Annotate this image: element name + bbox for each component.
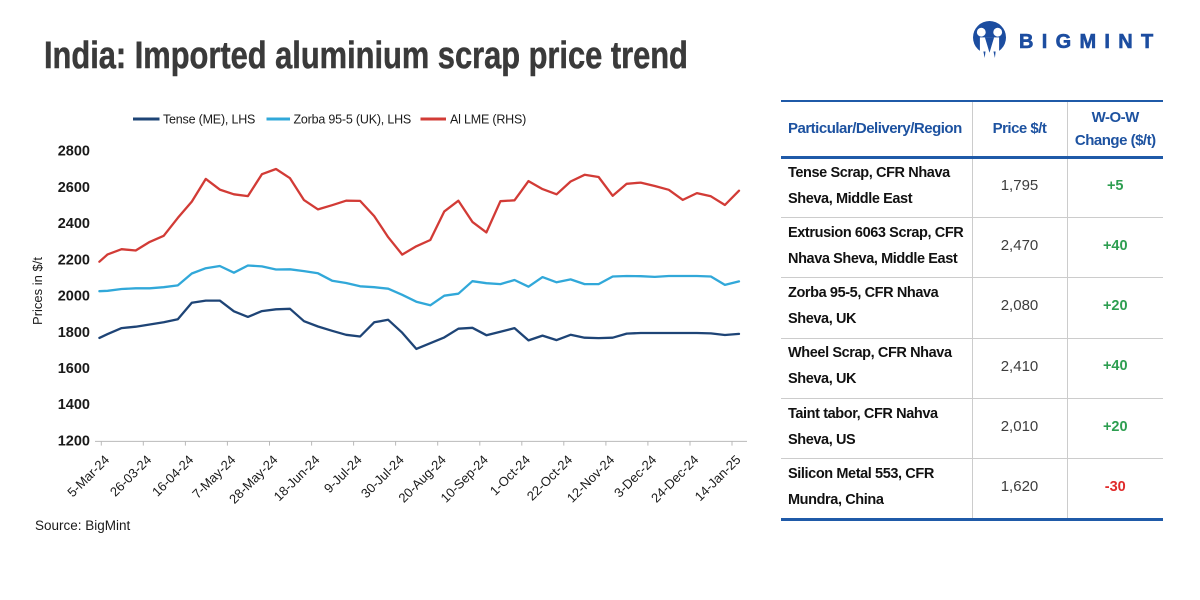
svg-text:2200: 2200 (58, 252, 90, 268)
svg-text:1400: 1400 (58, 397, 90, 413)
svg-text:Tense (ME), LHS: Tense (ME), LHS (163, 113, 255, 127)
svg-text:1600: 1600 (58, 361, 90, 377)
svg-text:Zorba 95-5 (UK), LHS: Zorba 95-5 (UK), LHS (294, 113, 412, 127)
svg-text:18-Jun-24: 18-Jun-24 (271, 452, 323, 504)
svg-text:1800: 1800 (58, 325, 90, 341)
svg-text:2000: 2000 (58, 289, 90, 305)
svg-text:Al LME (RHS): Al LME (RHS) (450, 113, 526, 127)
svg-text:1200: 1200 (58, 433, 90, 449)
svg-text:Prices in $/t: Prices in $/t (30, 257, 45, 325)
svg-text:2400: 2400 (58, 216, 90, 232)
svg-text:5-Mar-24: 5-Mar-24 (64, 452, 112, 500)
svg-text:2600: 2600 (58, 180, 90, 196)
svg-text:2800: 2800 (58, 144, 90, 160)
svg-text:14-Jan-25: 14-Jan-25 (692, 452, 744, 504)
svg-text:26-03-24: 26-03-24 (107, 452, 154, 499)
